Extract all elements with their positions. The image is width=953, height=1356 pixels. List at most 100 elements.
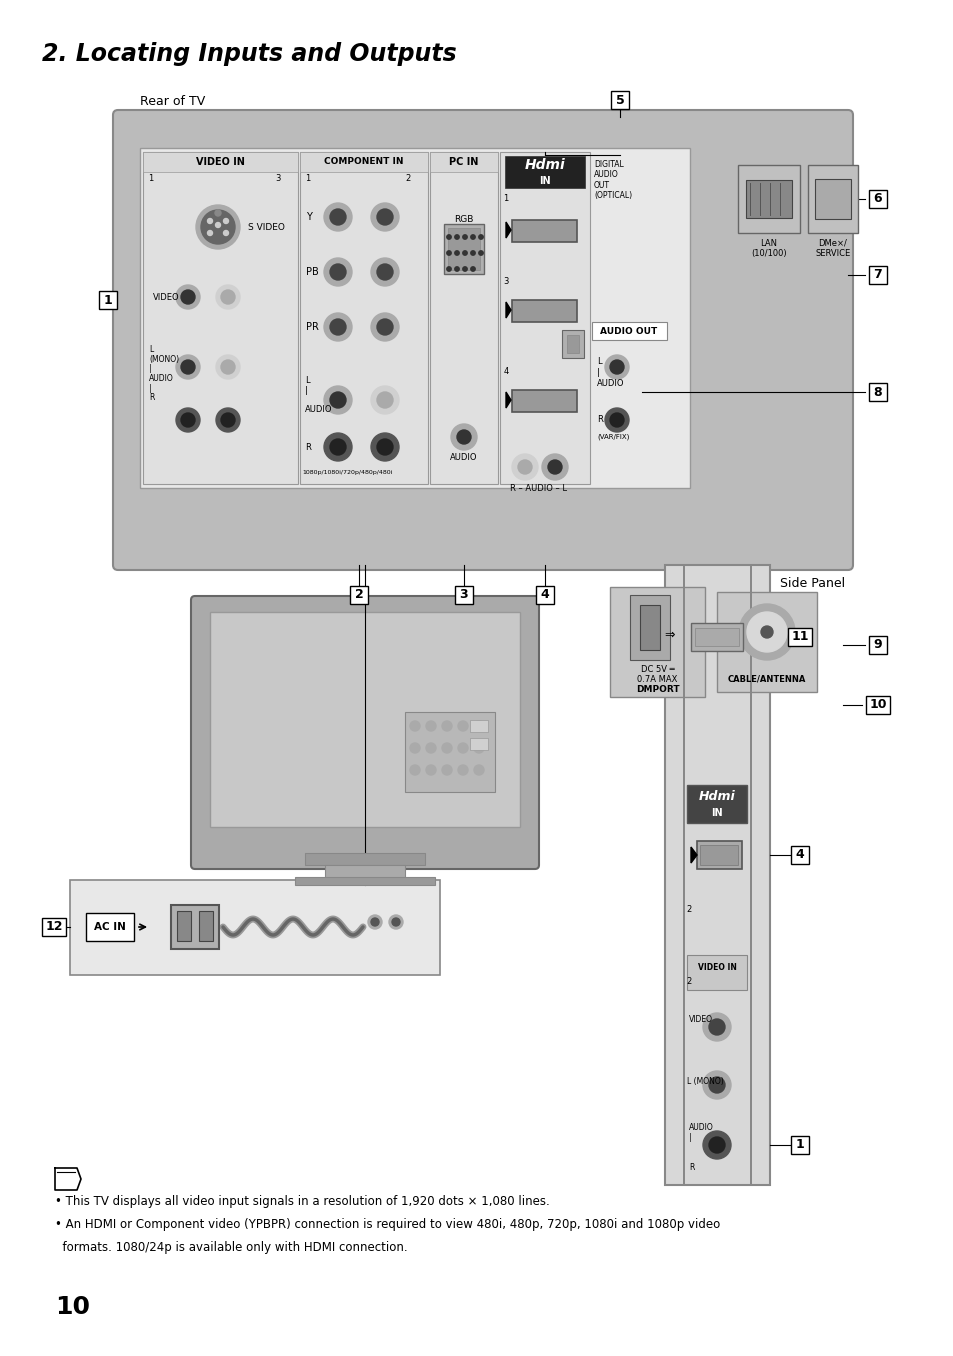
Text: DMPORT: DMPORT	[635, 685, 679, 694]
Text: • An HDMI or Component video (YPBPR) connection is required to view 480i, 480p, : • An HDMI or Component video (YPBPR) con…	[55, 1218, 720, 1231]
Circle shape	[215, 222, 220, 228]
Bar	[690, 622, 742, 651]
Text: 8: 8	[873, 385, 882, 399]
Circle shape	[330, 209, 346, 225]
Circle shape	[324, 203, 352, 231]
Circle shape	[702, 1131, 730, 1159]
Circle shape	[462, 235, 467, 239]
Text: Rear of TV: Rear of TV	[140, 95, 205, 108]
Bar	[749, 565, 751, 1185]
Bar	[609, 587, 704, 697]
Circle shape	[604, 355, 628, 378]
Text: PC IN: PC IN	[449, 157, 478, 167]
Circle shape	[456, 430, 471, 443]
Bar	[686, 785, 746, 823]
Circle shape	[446, 235, 451, 239]
Circle shape	[609, 414, 623, 427]
Bar	[448, 228, 479, 270]
Bar	[790, 1136, 808, 1154]
Text: VIDEO IN: VIDEO IN	[196, 157, 245, 167]
Bar	[143, 152, 297, 172]
Circle shape	[455, 235, 458, 239]
Text: Hdmi: Hdmi	[524, 159, 565, 172]
Text: DMe×/
SERVICE: DMe×/ SERVICE	[815, 239, 850, 259]
Circle shape	[371, 203, 398, 231]
Text: 10: 10	[55, 1295, 90, 1319]
Bar	[42, 918, 66, 936]
Text: 3: 3	[503, 277, 508, 286]
Text: AUDIO
|: AUDIO |	[688, 1123, 713, 1142]
Text: 6: 6	[873, 193, 882, 206]
Text: AC IN: AC IN	[94, 922, 126, 932]
Text: 5: 5	[615, 94, 623, 107]
Circle shape	[330, 319, 346, 335]
Bar	[70, 880, 439, 975]
Circle shape	[457, 765, 468, 776]
Bar	[470, 720, 488, 732]
Circle shape	[474, 743, 483, 753]
Bar	[695, 628, 739, 645]
Circle shape	[221, 414, 234, 427]
Circle shape	[410, 765, 419, 776]
Bar	[868, 266, 886, 283]
Polygon shape	[505, 302, 511, 319]
Bar	[697, 841, 741, 869]
Bar	[629, 595, 669, 660]
Circle shape	[517, 460, 532, 475]
Circle shape	[175, 285, 200, 309]
Circle shape	[426, 721, 436, 731]
Circle shape	[604, 408, 628, 433]
Circle shape	[195, 205, 240, 250]
Bar	[686, 955, 746, 990]
Bar	[717, 593, 816, 692]
Bar	[807, 165, 857, 233]
Bar	[199, 911, 213, 941]
Circle shape	[376, 319, 393, 335]
Circle shape	[541, 454, 567, 480]
Text: • This TV displays all video input signals in a resolution of 1,920 dots × 1,080: • This TV displays all video input signa…	[55, 1195, 549, 1208]
Circle shape	[389, 915, 402, 929]
Circle shape	[746, 612, 786, 652]
Circle shape	[371, 258, 398, 286]
Bar	[171, 904, 219, 949]
Bar	[745, 180, 791, 218]
Text: 4: 4	[503, 367, 508, 376]
Bar	[140, 148, 689, 488]
FancyBboxPatch shape	[191, 597, 538, 869]
Circle shape	[708, 1077, 724, 1093]
Bar	[787, 628, 811, 645]
Circle shape	[471, 235, 475, 239]
Text: 3: 3	[459, 589, 468, 602]
Text: 7: 7	[873, 268, 882, 282]
Circle shape	[371, 433, 398, 461]
Circle shape	[324, 386, 352, 414]
Text: 4: 4	[795, 849, 803, 861]
Circle shape	[208, 231, 213, 236]
Text: R: R	[597, 415, 602, 424]
Text: VIDEO: VIDEO	[152, 293, 179, 301]
Circle shape	[474, 721, 483, 731]
Circle shape	[376, 264, 393, 279]
Circle shape	[760, 626, 772, 639]
Bar	[299, 152, 428, 172]
Bar	[561, 330, 583, 358]
Bar	[443, 224, 483, 274]
Circle shape	[215, 355, 240, 378]
Text: IN: IN	[538, 176, 550, 186]
Circle shape	[462, 251, 467, 255]
Bar	[430, 152, 497, 484]
Circle shape	[181, 414, 194, 427]
Bar	[738, 165, 800, 233]
Bar	[99, 292, 117, 309]
Bar	[504, 156, 584, 188]
Text: 1: 1	[149, 174, 153, 183]
Circle shape	[462, 267, 467, 271]
Text: 2: 2	[685, 976, 691, 986]
Circle shape	[410, 743, 419, 753]
Circle shape	[457, 721, 468, 731]
Text: S VIDEO: S VIDEO	[248, 222, 285, 232]
Text: DIGITAL
AUDIO
OUT
(OPTICAL): DIGITAL AUDIO OUT (OPTICAL)	[594, 160, 632, 201]
Text: LAN
(10/100): LAN (10/100)	[750, 239, 786, 259]
Text: VIDEO: VIDEO	[688, 1016, 712, 1025]
Bar	[305, 853, 424, 865]
